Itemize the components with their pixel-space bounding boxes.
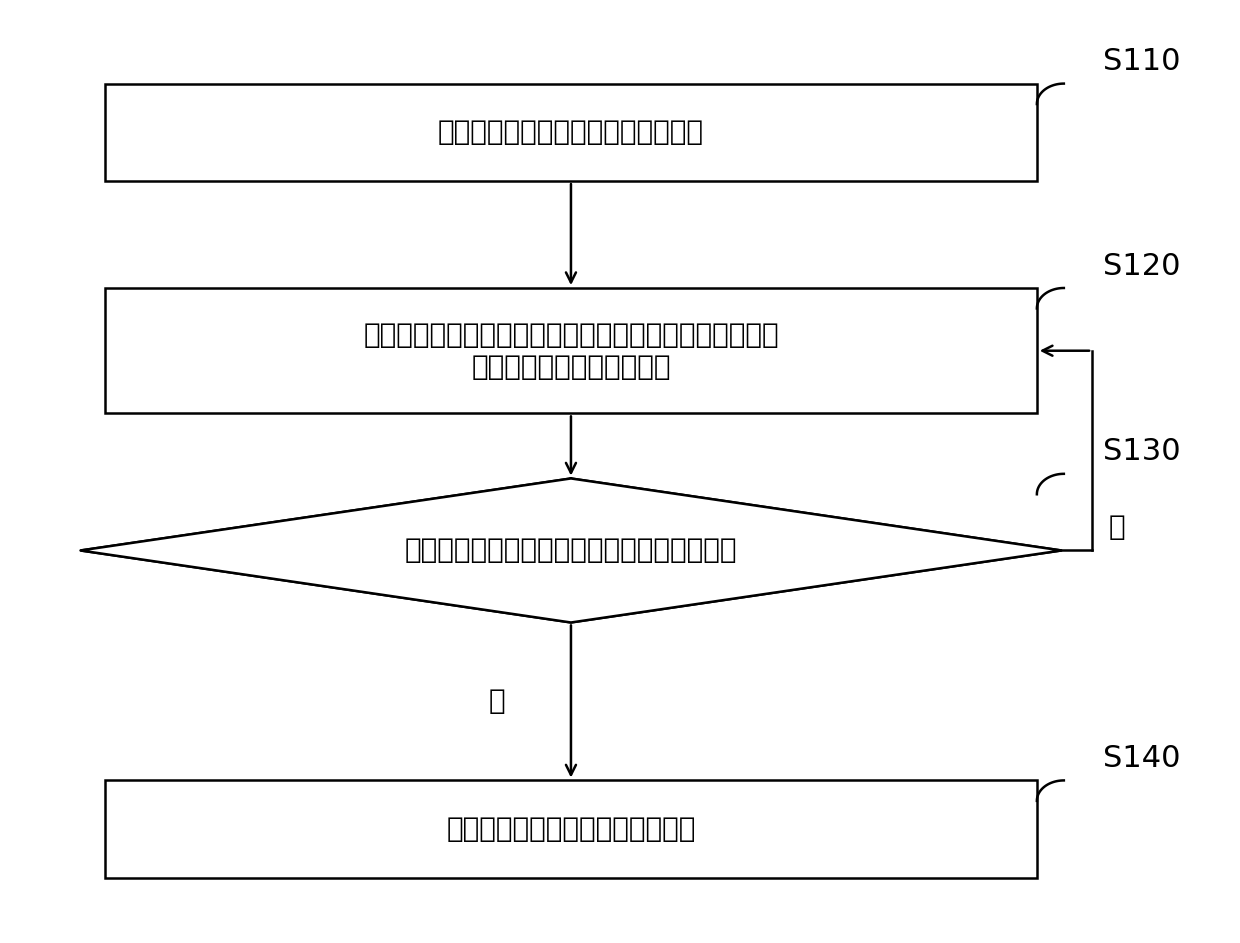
- Bar: [105, 288, 1037, 413]
- Text: 根据所述中继节点信息利用凝聚层次聚类算法将智能配电
通信网划分为多个通信小组: 根据所述中继节点信息利用凝聚层次聚类算法将智能配电 通信网划分为多个通信小组: [363, 321, 779, 381]
- Polygon shape: [81, 478, 1061, 622]
- Text: 否: 否: [1109, 513, 1125, 541]
- Text: S120: S120: [1104, 252, 1180, 281]
- Text: 是: 是: [489, 687, 506, 716]
- Text: S110: S110: [1104, 47, 1180, 76]
- Text: 为每个通信小组部署备用中继节点: 为每个通信小组部署备用中继节点: [446, 815, 696, 843]
- Text: 获取智能配电通信网的中继节点信息: 获取智能配电通信网的中继节点信息: [438, 119, 704, 146]
- Text: 判断所有通信小组是否均满足设定的约束条件: 判断所有通信小组是否均满足设定的约束条件: [404, 537, 738, 565]
- Text: S140: S140: [1104, 744, 1180, 773]
- Text: S130: S130: [1104, 438, 1180, 467]
- Bar: [105, 781, 1037, 878]
- Bar: [105, 84, 1037, 181]
